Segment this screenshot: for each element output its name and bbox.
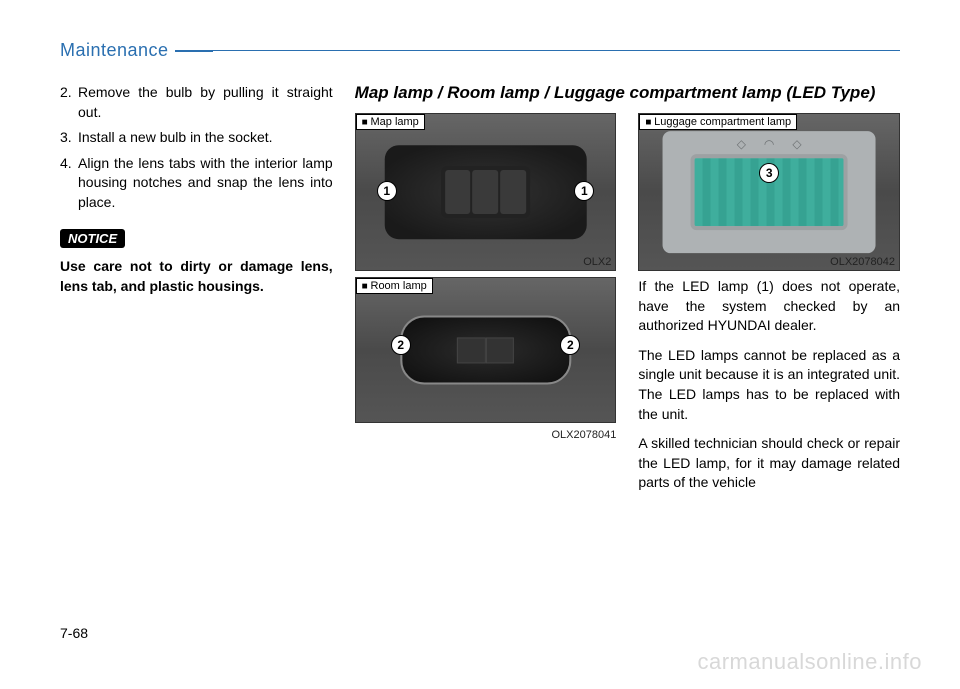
figure-room-lamp: Room lamp 2 2 [355,277,617,423]
step-number: 2. [60,83,78,122]
callout-1-right: 1 [575,182,593,200]
paragraph: The LED lamps cannot be replaced as a si… [638,346,900,424]
notice-badge: NOTICE [60,229,125,248]
trunk-icon: ◠ [764,137,774,155]
figure-label: Room lamp [356,278,433,294]
door-icon: ◇ [792,137,801,155]
callout-3: 3 [760,164,778,182]
section-title: Maintenance [60,40,175,61]
step-number: 3. [60,128,78,148]
middle-column: Map lamp 1 1 OLX2 Room lamp 2 [355,113,617,503]
figure-label: Map lamp [356,114,425,130]
map-lamp-console [384,145,587,239]
figure-luggage-lamp: Luggage compartment lamp ◇ ◠ ◇ 3 OLX2078… [638,113,900,271]
header-rule-thin [212,50,900,51]
seat-icon: ◇ [737,137,746,155]
figure-label: Luggage compartment lamp [639,114,797,130]
watermark: carmanualsonline.info [697,649,922,675]
figure-code: OLX2078042 [830,256,895,268]
step-3: 3. Install a new bulb in the socket. [60,128,333,148]
paragraph: A skilled technician should check or rep… [638,434,900,493]
paragraph: If the LED lamp (1) does not operate, ha… [638,277,900,336]
callout-1-left: 1 [378,182,396,200]
notice-text: Use care not to dirty or damage lens, le… [60,256,333,297]
step-text: Align the lens tabs with the interior la… [78,154,333,213]
room-lamp-body [400,315,571,384]
subsection-heading: Map lamp / Room lamp / Luggage compartme… [355,83,900,103]
luggage-lamp-frame: ◇ ◠ ◇ [663,131,876,253]
step-text: Install a new bulb in the socket. [78,128,333,148]
callout-2-left: 2 [392,336,410,354]
right-column: Luggage compartment lamp ◇ ◠ ◇ 3 OLX2078… [638,113,900,503]
step-number: 4. [60,154,78,213]
figure-code: OLX2 [583,256,611,268]
page-number: 7-68 [60,625,88,641]
step-text: Remove the bulb by pulling it straight o… [78,83,333,122]
left-column: 2. Remove the bulb by pulling it straigh… [60,83,333,503]
luggage-icons: ◇ ◠ ◇ [663,137,876,155]
figure-map-lamp: Map lamp 1 1 OLX2 [355,113,617,271]
step-2: 2. Remove the bulb by pulling it straigh… [60,83,333,122]
header-rule-thick [175,50,213,52]
figure-code: OLX2078041 [355,429,617,441]
header: Maintenance [60,40,900,61]
callout-2-right: 2 [561,336,579,354]
step-4: 4. Align the lens tabs with the interior… [60,154,333,213]
